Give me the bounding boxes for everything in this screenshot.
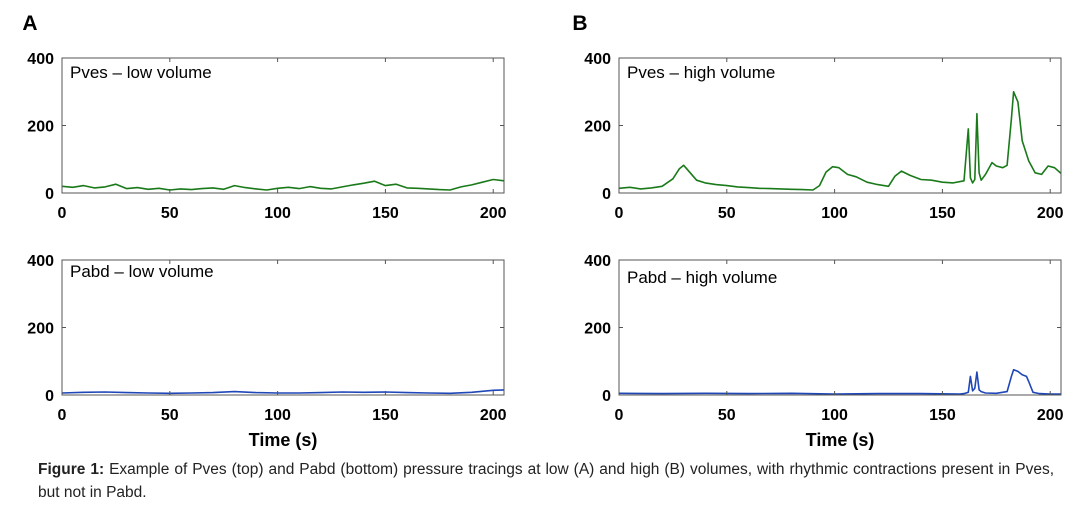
panel-label-A: A [22,12,37,35]
caption-text: Example of Pves (top) and Pabd (bottom) … [38,461,1054,501]
series-line [618,91,1062,191]
x-tick-label: 100 [821,407,848,424]
x-tick-label: 200 [480,407,507,424]
x-tick-label: 0 [58,205,67,222]
chart-title: Pabd – high volume [627,268,777,287]
y-tick-label: 200 [584,321,611,338]
series-line [61,178,505,191]
y-tick-label: 400 [27,51,54,68]
x-tick-label: 150 [929,407,956,424]
caption-label: Figure 1: [38,461,105,478]
x-tick-label: 200 [1037,205,1064,222]
x-tick-label: 100 [264,407,291,424]
x-tick-label: 50 [718,407,736,424]
y-tick-label: 200 [584,119,611,136]
chart-B-bottom: 0 50 100 150 200 0 200 400 Pabd – high volume Tim… [584,253,1063,450]
x-tick-label: 200 [1037,407,1064,424]
y-tick-label: 0 [45,388,54,405]
chart-A-bottom: 0 50 100 150 200 0 200 400 Pabd – low volume Time… [27,253,506,450]
x-axis-label: Time (s) [249,430,318,450]
figure-caption: Figure 1: Example of Pves (top) and Pabd… [38,458,1054,504]
y-tick-label: 400 [27,253,54,270]
x-tick-label: 50 [161,205,179,222]
x-tick-label: 50 [161,407,179,424]
y-tick-label: 0 [602,388,611,405]
y-tick-label: 0 [602,186,611,203]
y-tick-label: 0 [45,186,54,203]
y-tick-label: 400 [584,253,611,270]
panel-label-B: B [572,12,587,35]
chart-B-top: 0 50 100 150 200 0 200 400 Pves – high volume [584,51,1063,222]
chart-title: Pabd – low volume [70,262,214,281]
chart-A-top: 0 50 100 150 200 0 200 400 Pves – low volume [27,51,506,222]
chart-title: Pves – high volume [627,63,775,82]
x-tick-label: 50 [718,205,736,222]
x-tick-label: 0 [615,407,624,424]
x-axis-label: Time (s) [806,430,875,450]
series-line [61,389,505,395]
x-tick-label: 100 [821,205,848,222]
x-tick-label: 150 [372,407,399,424]
x-tick-label: 0 [615,205,624,222]
x-tick-label: 150 [929,205,956,222]
figure-canvas: A B 0 50 100 150 200 0 200 400 Pves – low volume 0 5… [22,12,1063,450]
x-tick-label: 150 [372,205,399,222]
series-line [618,368,1061,395]
x-tick-label: 100 [264,205,291,222]
x-tick-label: 200 [480,205,507,222]
x-tick-label: 0 [58,407,67,424]
y-tick-label: 400 [584,51,611,68]
y-tick-label: 200 [27,321,54,338]
y-tick-label: 200 [27,119,54,136]
chart-title: Pves – low volume [70,63,212,82]
